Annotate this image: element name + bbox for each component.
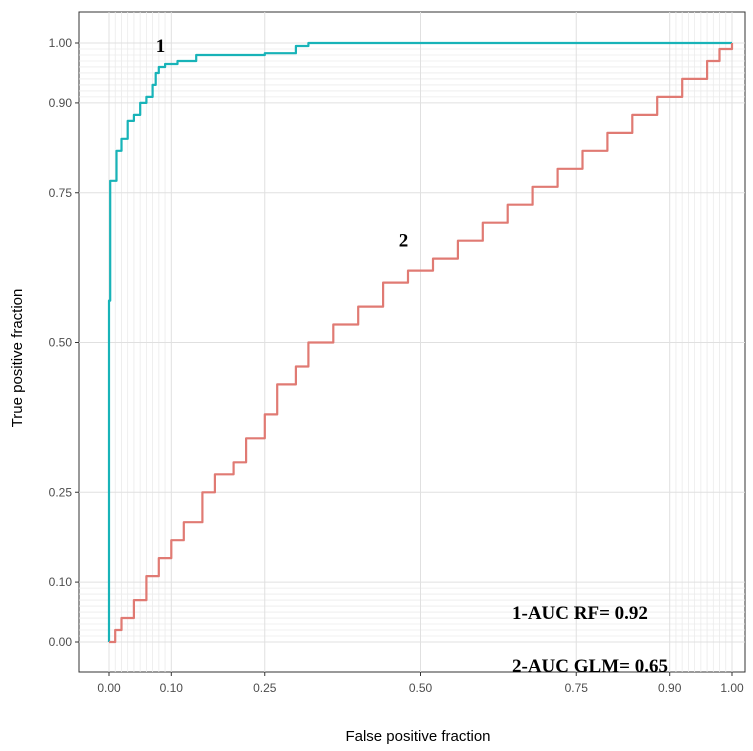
y-tick-label: 1.00: [49, 36, 73, 50]
annotation-auc-glm: 2-AUC GLM= 0.65: [512, 656, 668, 677]
x-tick-label: 1.00: [720, 681, 744, 695]
series-layer: 12: [107, 36, 734, 644]
y-axis-ticks: 0.00 0.10 0.25 0.50 0.75 0.90 1.00: [49, 36, 79, 649]
x-tick-label: 0.50: [409, 681, 433, 695]
x-tick-label: 0.25: [253, 681, 277, 695]
x-axis-ticks: 0.00 0.10 0.25 0.50 0.75 0.90 1.00: [97, 672, 744, 695]
y-tick-label: 0.10: [49, 575, 73, 589]
x-tick-label: 0.90: [658, 681, 682, 695]
x-axis-title: False positive fraction: [345, 728, 490, 745]
y-tick-label: 0.25: [49, 485, 73, 499]
roc-curve-2: [109, 43, 734, 644]
y-tick-label: 0.90: [49, 96, 73, 110]
x-tick-label: 0.10: [160, 681, 184, 695]
x-tick-label: 0.75: [565, 681, 589, 695]
x-tick-label: 0.00: [97, 681, 121, 695]
curve-label-2: 2: [399, 231, 409, 252]
y-tick-label: 0.50: [49, 336, 73, 350]
curve-label-1: 1: [156, 36, 166, 57]
annotation-auc-rf: 1-AUC RF= 0.92: [512, 603, 648, 624]
y-axis-title: True positive fraction: [9, 289, 26, 428]
y-tick-label: 0.75: [49, 186, 73, 200]
y-tick-label: 0.00: [49, 635, 73, 649]
roc-curve-1: [107, 41, 732, 642]
